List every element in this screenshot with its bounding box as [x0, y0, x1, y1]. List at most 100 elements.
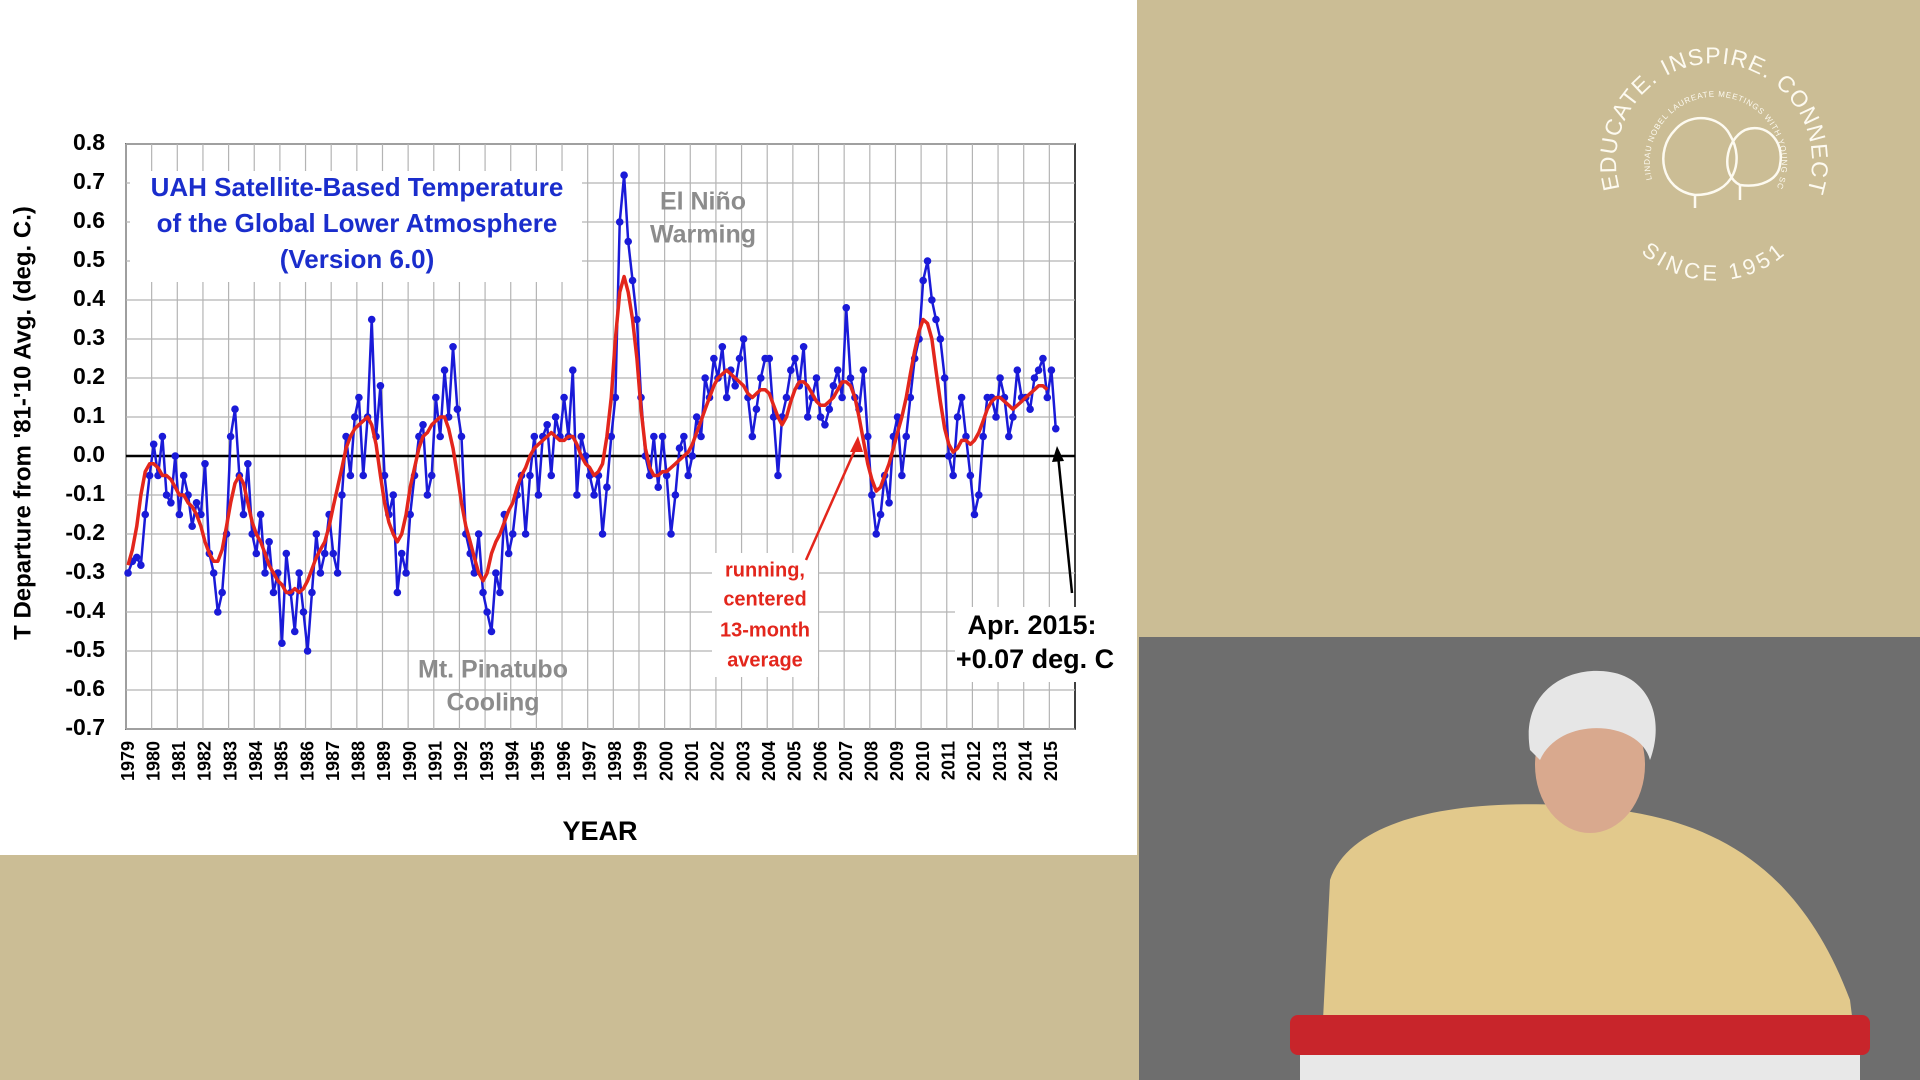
data-point — [367, 315, 376, 324]
data-point — [953, 413, 962, 421]
data-point — [893, 413, 902, 421]
data-point — [992, 413, 1000, 421]
data-point — [376, 382, 385, 390]
data-point — [658, 432, 667, 441]
annotation: Cooling — [446, 689, 539, 717]
data-point — [710, 354, 718, 363]
data-point — [521, 530, 530, 538]
data-point — [833, 366, 842, 375]
data-point — [722, 393, 731, 402]
data-point — [209, 569, 218, 577]
y-tick-label: -0.3 — [65, 558, 105, 584]
x-tick-label: 1995 — [528, 741, 548, 781]
data-point — [919, 276, 927, 285]
data-point — [966, 471, 975, 480]
data-point — [282, 549, 291, 558]
data-point — [303, 647, 312, 655]
chart: UAH Satellite-Based Temperature of the G… — [9, 129, 1115, 846]
data-point — [290, 627, 299, 636]
data-point — [201, 460, 209, 468]
data-point — [624, 237, 633, 246]
x-tick-label: 1992 — [451, 741, 471, 781]
data-point — [906, 393, 915, 402]
x-tick-label: 2007 — [836, 741, 856, 781]
data-point — [671, 491, 680, 499]
annotation: Mt. Pinatubo — [418, 656, 568, 684]
annotation: Warming — [650, 221, 756, 249]
data-point — [427, 471, 436, 480]
y-axis-label: T Departure from '81-'10 Avg. (deg. C.) — [9, 206, 36, 640]
y-tick-label: -0.5 — [65, 636, 105, 662]
data-point — [359, 471, 368, 480]
chart-title: of the Global Lower Atmosphere — [157, 208, 558, 238]
data-point — [530, 432, 539, 441]
data-point — [718, 343, 727, 351]
data-point — [479, 588, 487, 597]
data-point — [1005, 432, 1013, 441]
annotation: 13-month — [720, 619, 810, 641]
data-point — [996, 374, 1004, 382]
data-point — [158, 432, 167, 441]
data-point — [838, 393, 846, 402]
data-point — [812, 374, 821, 382]
annotation: running, — [725, 559, 805, 581]
data-point — [543, 421, 551, 429]
data-point — [496, 588, 504, 597]
y-tick-label: 0.5 — [73, 246, 105, 272]
x-tick-label: 1994 — [502, 741, 522, 781]
data-point — [803, 413, 812, 421]
data-point — [214, 608, 222, 616]
data-point — [333, 569, 342, 577]
data-point — [774, 471, 782, 480]
x-tick-label: 1999 — [631, 741, 651, 781]
data-point — [765, 354, 774, 363]
data-point — [239, 510, 248, 519]
data-point — [979, 432, 987, 441]
data-point — [577, 432, 586, 441]
data-point — [782, 393, 791, 402]
x-tick-label: 1983 — [220, 741, 240, 781]
data-point — [389, 491, 398, 499]
data-point — [607, 432, 616, 441]
data-point — [816, 413, 825, 421]
data-point — [902, 432, 911, 441]
data-point — [680, 432, 688, 441]
data-point — [261, 569, 269, 577]
data-point — [829, 382, 838, 390]
data-point — [1047, 366, 1056, 375]
data-point — [859, 366, 868, 375]
data-point — [526, 471, 534, 480]
data-point — [346, 471, 355, 480]
data-point — [355, 393, 363, 402]
annotation-arrow — [1056, 454, 1074, 594]
data-point — [787, 366, 795, 375]
data-point — [226, 432, 235, 441]
data-point — [231, 405, 239, 414]
x-tick-label: 1991 — [426, 741, 446, 781]
data-point — [739, 335, 748, 343]
marks — [124, 171, 1075, 655]
data-point — [419, 421, 427, 429]
data-point — [842, 304, 851, 312]
y-tick-label: 0.4 — [73, 285, 105, 311]
annotation: centered — [723, 588, 806, 610]
x-tick-label: 2005 — [785, 741, 805, 781]
x-tick-label: 1990 — [400, 741, 420, 781]
chart-title: UAH Satellite-Based Temperature — [151, 172, 564, 202]
data-point — [825, 405, 834, 414]
data-point — [975, 491, 983, 499]
data-point — [406, 510, 414, 519]
data-point — [269, 588, 278, 597]
x-tick-label: 1984 — [246, 741, 266, 781]
x-tick-label: 2015 — [1041, 741, 1061, 781]
data-point — [453, 405, 462, 414]
data-point — [898, 471, 906, 480]
data-point — [611, 393, 620, 402]
data-point — [590, 491, 598, 499]
data-point — [821, 421, 829, 429]
data-point — [735, 354, 744, 363]
x-tick-label: 2008 — [862, 741, 882, 781]
data-point — [393, 588, 402, 597]
x-axis-label: YEAR — [562, 816, 637, 846]
data-point — [508, 530, 517, 538]
